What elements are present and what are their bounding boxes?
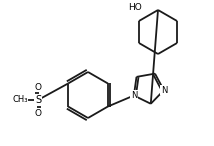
- Text: O: O: [34, 82, 42, 92]
- Text: N: N: [131, 91, 137, 100]
- Text: O: O: [34, 108, 42, 118]
- Text: N: N: [161, 86, 167, 95]
- Text: S: S: [35, 95, 41, 105]
- Text: HO: HO: [128, 4, 142, 13]
- Text: CH₃: CH₃: [12, 95, 28, 105]
